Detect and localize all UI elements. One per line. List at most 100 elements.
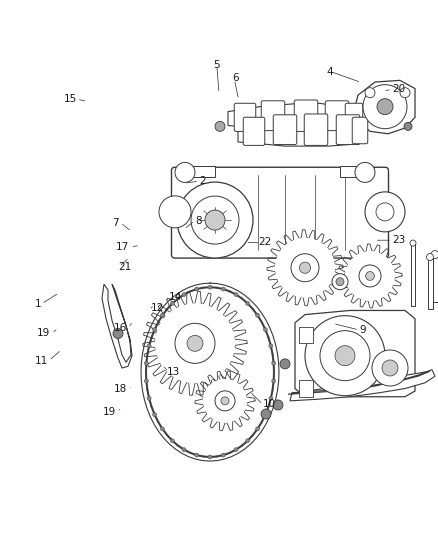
Text: 16: 16	[114, 323, 127, 333]
Text: 2: 2	[199, 176, 206, 186]
Text: 18: 18	[114, 384, 127, 394]
Circle shape	[187, 335, 203, 351]
FancyBboxPatch shape	[345, 103, 363, 130]
Circle shape	[221, 397, 229, 405]
Text: 7: 7	[112, 217, 118, 228]
FancyBboxPatch shape	[340, 166, 370, 177]
Circle shape	[147, 397, 151, 400]
Text: 23: 23	[392, 235, 405, 245]
Circle shape	[305, 316, 385, 395]
Circle shape	[152, 413, 156, 416]
Circle shape	[208, 285, 212, 289]
Circle shape	[255, 313, 260, 317]
Circle shape	[113, 328, 123, 338]
FancyBboxPatch shape	[261, 101, 285, 131]
Text: 12: 12	[151, 303, 164, 313]
FancyBboxPatch shape	[243, 117, 265, 146]
Circle shape	[410, 240, 416, 246]
Circle shape	[269, 344, 273, 348]
Text: 15: 15	[64, 94, 77, 104]
Text: 6: 6	[232, 73, 239, 83]
Polygon shape	[310, 342, 350, 364]
Circle shape	[145, 379, 148, 383]
Circle shape	[208, 455, 212, 459]
Circle shape	[320, 330, 370, 381]
Circle shape	[160, 313, 164, 317]
Circle shape	[291, 254, 319, 282]
Text: 22: 22	[258, 237, 272, 247]
Text: 19: 19	[37, 328, 50, 338]
Circle shape	[191, 196, 239, 244]
Text: 20: 20	[392, 84, 405, 94]
Circle shape	[177, 182, 253, 258]
Circle shape	[261, 409, 271, 419]
Text: 11: 11	[35, 356, 48, 366]
Circle shape	[365, 192, 405, 232]
Circle shape	[195, 287, 199, 291]
Circle shape	[159, 196, 191, 228]
Text: 21: 21	[118, 262, 131, 271]
Circle shape	[203, 379, 247, 423]
Circle shape	[234, 293, 238, 296]
Circle shape	[170, 439, 174, 443]
Circle shape	[345, 251, 395, 301]
Circle shape	[427, 254, 434, 261]
FancyBboxPatch shape	[294, 100, 318, 132]
Circle shape	[175, 163, 195, 182]
Circle shape	[272, 361, 276, 365]
Text: 8: 8	[195, 215, 201, 225]
Circle shape	[431, 251, 438, 259]
FancyBboxPatch shape	[352, 117, 368, 144]
Circle shape	[170, 302, 174, 305]
Circle shape	[336, 278, 344, 286]
Circle shape	[335, 346, 355, 366]
Circle shape	[147, 344, 151, 348]
Circle shape	[160, 427, 164, 431]
FancyBboxPatch shape	[336, 115, 360, 144]
FancyBboxPatch shape	[299, 327, 313, 343]
Circle shape	[366, 271, 374, 280]
Circle shape	[359, 265, 381, 287]
Text: 5: 5	[213, 60, 220, 70]
Circle shape	[246, 439, 250, 443]
Circle shape	[272, 379, 276, 383]
Circle shape	[363, 85, 407, 128]
Circle shape	[404, 123, 412, 131]
Circle shape	[221, 287, 225, 291]
Circle shape	[273, 400, 283, 410]
Text: 4: 4	[326, 67, 333, 77]
Circle shape	[355, 163, 375, 182]
Polygon shape	[295, 310, 415, 397]
Polygon shape	[355, 80, 415, 134]
FancyBboxPatch shape	[185, 166, 215, 177]
FancyBboxPatch shape	[411, 243, 415, 306]
Text: 17: 17	[116, 242, 129, 252]
Circle shape	[234, 448, 238, 451]
FancyBboxPatch shape	[273, 115, 297, 144]
Circle shape	[400, 88, 410, 98]
FancyBboxPatch shape	[299, 381, 313, 397]
FancyBboxPatch shape	[325, 101, 349, 131]
FancyBboxPatch shape	[304, 114, 328, 146]
Text: 1: 1	[35, 298, 42, 309]
Text: 10: 10	[263, 399, 276, 409]
Circle shape	[221, 453, 225, 457]
Circle shape	[280, 359, 290, 369]
Circle shape	[269, 397, 273, 400]
Circle shape	[205, 210, 225, 230]
Circle shape	[155, 303, 235, 383]
Circle shape	[246, 302, 250, 305]
Circle shape	[145, 361, 148, 365]
Text: 9: 9	[359, 325, 366, 335]
Circle shape	[255, 427, 260, 431]
FancyBboxPatch shape	[172, 167, 389, 258]
Polygon shape	[335, 331, 370, 350]
Circle shape	[182, 293, 186, 296]
Circle shape	[152, 328, 156, 332]
Circle shape	[215, 391, 235, 411]
FancyBboxPatch shape	[427, 257, 432, 309]
Circle shape	[332, 274, 348, 290]
Circle shape	[215, 122, 225, 132]
Text: 14: 14	[169, 292, 182, 302]
FancyBboxPatch shape	[432, 255, 438, 302]
